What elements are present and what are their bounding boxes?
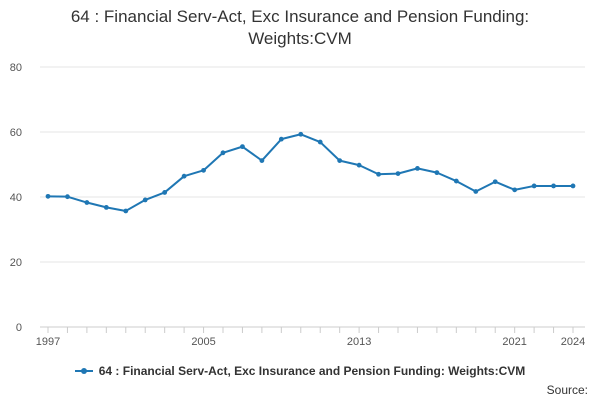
legend-label: 64 : Financial Serv-Act, Exc Insurance a… <box>98 364 526 378</box>
y-tick-label: 0 <box>16 322 22 334</box>
data-point <box>65 194 70 200</box>
data-point <box>453 178 459 184</box>
data-point <box>376 171 381 177</box>
data-point <box>551 183 556 189</box>
x-tick-label: 1997 <box>36 336 60 348</box>
x-tick-label: 2024 <box>561 336 585 348</box>
data-point <box>415 166 420 171</box>
legend-swatch <box>74 366 93 376</box>
data-point <box>492 179 498 185</box>
gridlines <box>40 66 585 328</box>
data-point <box>317 139 323 145</box>
data-point <box>84 200 90 205</box>
legend[interactable]: 64 : Financial Serv-Act, Exc Insurance a… <box>0 364 600 378</box>
data-point <box>201 167 206 173</box>
series-layer <box>45 131 576 214</box>
data-point <box>531 183 537 189</box>
data-point <box>123 208 129 214</box>
x-tick-label: 2005 <box>191 336 215 348</box>
data-point <box>570 183 576 189</box>
y-tick-label: 40 <box>10 192 22 204</box>
data-point <box>356 162 362 168</box>
source-label: Source: <box>546 383 588 397</box>
data-point <box>162 190 168 195</box>
data-point <box>45 193 51 199</box>
data-point <box>240 144 245 150</box>
y-tick-label: 20 <box>10 257 22 269</box>
data-point <box>103 205 109 210</box>
data-point <box>395 171 401 177</box>
legend-swatch-dot <box>80 368 87 374</box>
x-axis: 1997 2005 2013 2021 2024 <box>36 327 585 348</box>
x-tick-label: 2013 <box>347 336 371 348</box>
data-point <box>259 158 265 164</box>
data-point <box>142 197 148 203</box>
data-point <box>512 187 518 193</box>
data-point <box>220 150 226 156</box>
chart-title-line-1: 64 : Financial Serv-Act, Exc Insurance a… <box>70 7 530 26</box>
chart-title-line-2: Weights:CVM <box>248 29 352 48</box>
data-point <box>473 189 479 194</box>
chart-title: 64 : Financial Serv-Act, Exc Insurance a… <box>0 6 600 50</box>
data-point <box>337 158 343 164</box>
y-tick-label: 60 <box>10 127 22 139</box>
series-line <box>47 133 573 212</box>
y-tick-label: 80 <box>10 62 22 74</box>
data-point <box>298 131 304 137</box>
x-tick-label: 2021 <box>502 336 526 348</box>
data-point <box>181 173 187 179</box>
y-axis: 0 20 40 60 80 <box>10 62 22 334</box>
data-point <box>278 136 284 142</box>
data-point <box>434 170 440 176</box>
